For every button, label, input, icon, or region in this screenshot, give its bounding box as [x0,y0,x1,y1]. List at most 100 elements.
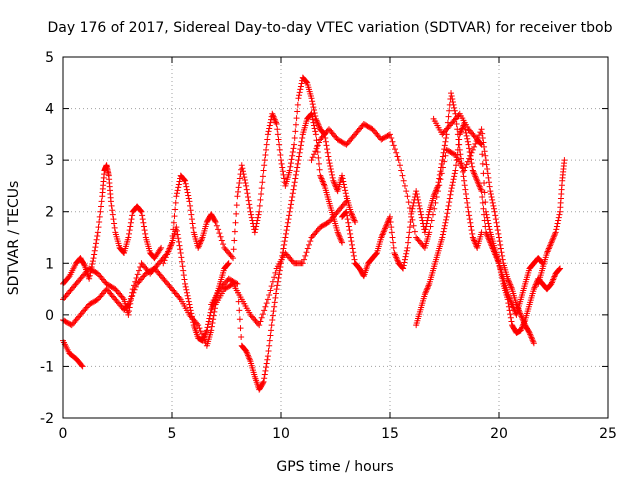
data-point [278,160,285,167]
data-point [401,259,408,266]
data-point [457,151,464,158]
data-point [403,250,410,257]
data-point [210,312,217,319]
data-point [266,122,273,129]
data-point [296,89,303,96]
data-point [391,251,398,258]
data-point [418,214,425,221]
data-point [301,256,308,263]
data-point [471,170,478,177]
data-point [289,193,296,200]
x-tick-label: 25 [599,426,617,442]
data-point [448,90,455,97]
data-point [238,162,245,169]
data-point [168,241,175,248]
data-point [551,232,558,239]
data-layer [60,74,568,393]
data-point [483,161,490,168]
data-point [484,217,491,224]
data-point [269,112,276,119]
data-point [246,355,253,362]
data-point [167,242,174,249]
data-point [380,228,387,235]
data-point [241,177,248,184]
data-point [496,234,502,241]
data-point [295,95,302,102]
data-point [315,123,322,130]
data-point [267,332,274,339]
data-point [262,367,269,374]
data-point [157,246,164,253]
data-point [281,238,288,245]
data-point [272,118,279,125]
data-point [205,321,212,328]
data-point [309,101,316,108]
data-point [454,146,461,153]
data-point [479,193,486,200]
data-point [211,308,218,315]
data-point [492,212,499,219]
data-point [550,275,557,282]
data-point [396,162,403,169]
data-point [224,261,231,268]
data-point [556,266,563,273]
data-point [181,177,188,184]
data-point [392,252,399,259]
data-point [475,180,482,187]
data-point [274,126,281,133]
data-point [497,241,504,248]
data-point [271,303,278,310]
data-point [311,109,318,116]
data-point [302,78,309,85]
data-point [444,206,451,213]
data-point [477,185,484,192]
data-point [449,182,456,189]
data-point [520,321,527,328]
data-point [378,234,385,241]
data-point [225,260,232,267]
data-point [170,219,177,226]
data-point [256,322,263,329]
data-point [335,230,342,237]
data-point [311,107,318,114]
data-point [177,249,184,256]
data-point [296,92,303,99]
data-point [444,210,451,217]
data-point [327,163,334,170]
data-point [272,294,279,301]
data-point [235,188,242,195]
data-point [430,193,437,200]
data-point [477,140,484,147]
data-point [532,283,539,290]
data-point [462,186,469,193]
data-point [297,86,304,93]
data-point [471,238,478,245]
series-track-11 [535,157,568,287]
data-point [327,165,334,172]
data-point [373,250,380,257]
data-point [303,249,310,256]
data-point [260,378,267,385]
data-point [207,309,214,316]
data-point [263,364,270,371]
data-point [185,298,192,305]
data-point [158,244,165,251]
data-point [273,119,280,126]
data-point [135,267,142,274]
data-point [127,219,134,226]
data-point [297,146,304,153]
data-point [245,197,252,204]
data-point [290,145,297,152]
data-point [508,284,515,291]
data-point [233,202,240,209]
data-point [140,223,147,230]
data-point [220,241,227,248]
data-point [277,263,284,270]
data-point [324,146,331,153]
data-point [449,98,456,105]
data-point [476,132,483,139]
data-point [236,307,243,314]
data-point [267,119,274,126]
data-point [518,313,525,320]
data-point [518,325,525,332]
